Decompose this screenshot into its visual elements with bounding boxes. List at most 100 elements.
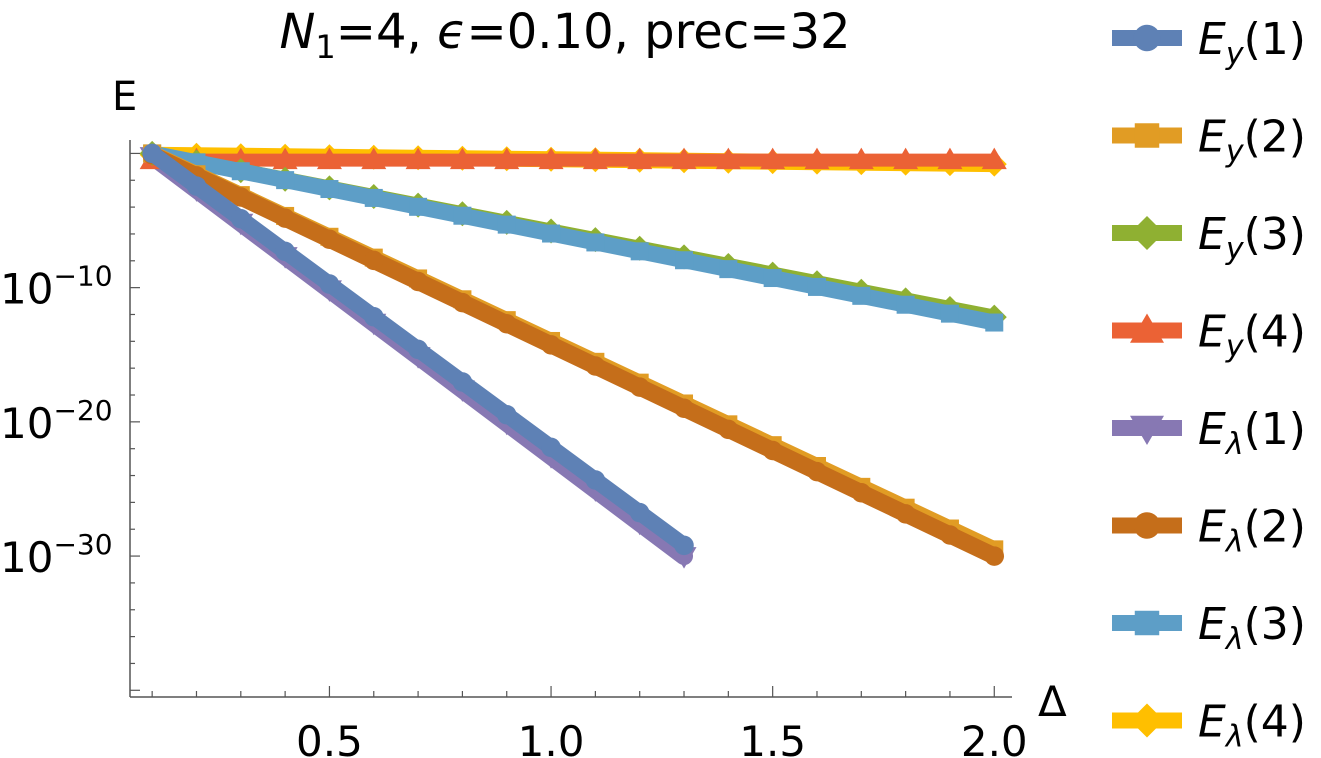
- title-n-value: =4,: [336, 4, 437, 60]
- series-point: [582, 147, 608, 170]
- legend-label: Ey(2): [1198, 112, 1306, 170]
- legend-label-base: E: [1198, 697, 1226, 748]
- legend-label-sub: λ: [1224, 525, 1244, 560]
- series-point: [937, 147, 963, 170]
- series-point: [674, 398, 694, 418]
- legend-label-sub: y: [1225, 37, 1245, 72]
- series-point: [760, 147, 786, 170]
- series-layer: [139, 140, 1007, 569]
- series-point: [538, 147, 564, 170]
- y-tick-base: 10: [0, 533, 53, 582]
- series-λ-6: [143, 144, 1004, 332]
- axes-layer: [129, 140, 1012, 698]
- series-point: [541, 437, 561, 458]
- series-point: [715, 147, 741, 170]
- series-point: [497, 215, 516, 234]
- series-point: [627, 147, 653, 170]
- series-point: [409, 197, 428, 216]
- series-point: [940, 525, 960, 545]
- legend-label-sub: λ: [1224, 622, 1244, 657]
- series-point: [275, 208, 295, 228]
- series-point: [316, 147, 342, 170]
- legend-swatch-marker: [1134, 123, 1160, 148]
- y-tick-label: 10−10: [0, 260, 113, 314]
- series-point: [276, 171, 295, 190]
- series-point: [364, 188, 383, 207]
- legend-swatch-marker: [1133, 512, 1161, 539]
- series-point: [629, 377, 650, 397]
- legend-label: Eλ(2): [1198, 502, 1306, 560]
- x-tick-label: 0.5: [296, 717, 363, 758]
- series-point: [231, 162, 250, 181]
- legend-label: Ey(3): [1198, 209, 1306, 267]
- series-point: [671, 147, 697, 170]
- series-point: [496, 404, 517, 425]
- series-point: [981, 147, 1007, 170]
- legend-item: Ey(2): [1112, 112, 1306, 170]
- legend-item: Eλ(4): [1112, 697, 1306, 755]
- legend-swatch-marker: [1134, 610, 1160, 636]
- legend-label-base: E: [1198, 14, 1226, 65]
- series-point: [807, 461, 827, 482]
- series-point: [718, 419, 739, 440]
- legend-label-sub: λ: [1224, 427, 1244, 462]
- legend-label: Eλ(1): [1198, 404, 1306, 462]
- legend-label-sub: y: [1225, 330, 1245, 365]
- series-point: [893, 147, 919, 170]
- series-point: [586, 233, 605, 252]
- legend-item: Eλ(3): [1112, 599, 1306, 657]
- legend-item: Ey(1): [1112, 14, 1306, 72]
- legend-swatch-marker: [1130, 313, 1164, 343]
- title-eps-symbol: ϵ: [437, 4, 467, 60]
- y-tick-label: 10−20: [0, 394, 113, 448]
- series-point: [320, 180, 339, 199]
- series-point: [319, 274, 340, 294]
- series-point: [852, 286, 871, 305]
- series-point: [275, 241, 295, 262]
- legend-label-sub: y: [1225, 135, 1245, 170]
- series-point: [896, 295, 915, 314]
- series-point: [848, 147, 874, 170]
- legend-label-index: (2): [1244, 502, 1306, 553]
- legend: Ey(1)Ey(2)Ey(3)Ey(4)Eλ(1)Eλ(2)Eλ(3)Eλ(4): [1112, 14, 1306, 755]
- series-point: [807, 277, 826, 296]
- y-tick-base: 10: [0, 265, 53, 314]
- series-point: [142, 143, 162, 164]
- legend-label-index: (3): [1244, 599, 1306, 650]
- series-point: [231, 208, 251, 229]
- series-point: [364, 250, 384, 271]
- series-point: [186, 176, 207, 196]
- x-tick-label: 2.0: [961, 717, 1028, 758]
- legend-item: Eλ(2): [1112, 502, 1306, 560]
- y-axis-label: E: [112, 74, 137, 120]
- series-point: [361, 147, 387, 170]
- series-point: [542, 224, 561, 243]
- legend-label-index: (4): [1244, 697, 1306, 748]
- y-tick-label: 10−30: [0, 528, 113, 582]
- legend-label: Ey(1): [1198, 14, 1306, 72]
- x-axis-label: Δ: [1038, 677, 1067, 726]
- series-point: [449, 147, 475, 170]
- series-point: [940, 304, 959, 323]
- legend-item: Ey(4): [1112, 307, 1306, 365]
- series-point: [585, 356, 606, 376]
- series-point: [453, 206, 472, 225]
- legend-swatch-marker: [1133, 24, 1161, 52]
- title-eps-value: =0.10, prec=32: [467, 4, 851, 60]
- series-point: [630, 242, 649, 261]
- x-tick-label: 1.0: [518, 717, 585, 758]
- legend-item: Ey(3): [1112, 209, 1306, 267]
- series-point: [452, 372, 473, 392]
- series-point: [364, 306, 384, 327]
- series-point: [405, 147, 431, 170]
- y-tick-exponent: −20: [53, 394, 112, 427]
- series-point: [585, 470, 606, 490]
- series-y-0: [142, 143, 694, 556]
- y-tick-exponent: −10: [53, 260, 112, 293]
- series-point: [408, 271, 428, 292]
- y-tick-exponent: −30: [53, 528, 112, 561]
- legend-label-base: E: [1198, 404, 1226, 455]
- series-point: [674, 535, 694, 556]
- series-point: [231, 187, 251, 207]
